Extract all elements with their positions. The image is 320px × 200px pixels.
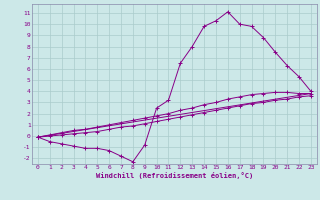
X-axis label: Windchill (Refroidissement éolien,°C): Windchill (Refroidissement éolien,°C) (96, 172, 253, 179)
